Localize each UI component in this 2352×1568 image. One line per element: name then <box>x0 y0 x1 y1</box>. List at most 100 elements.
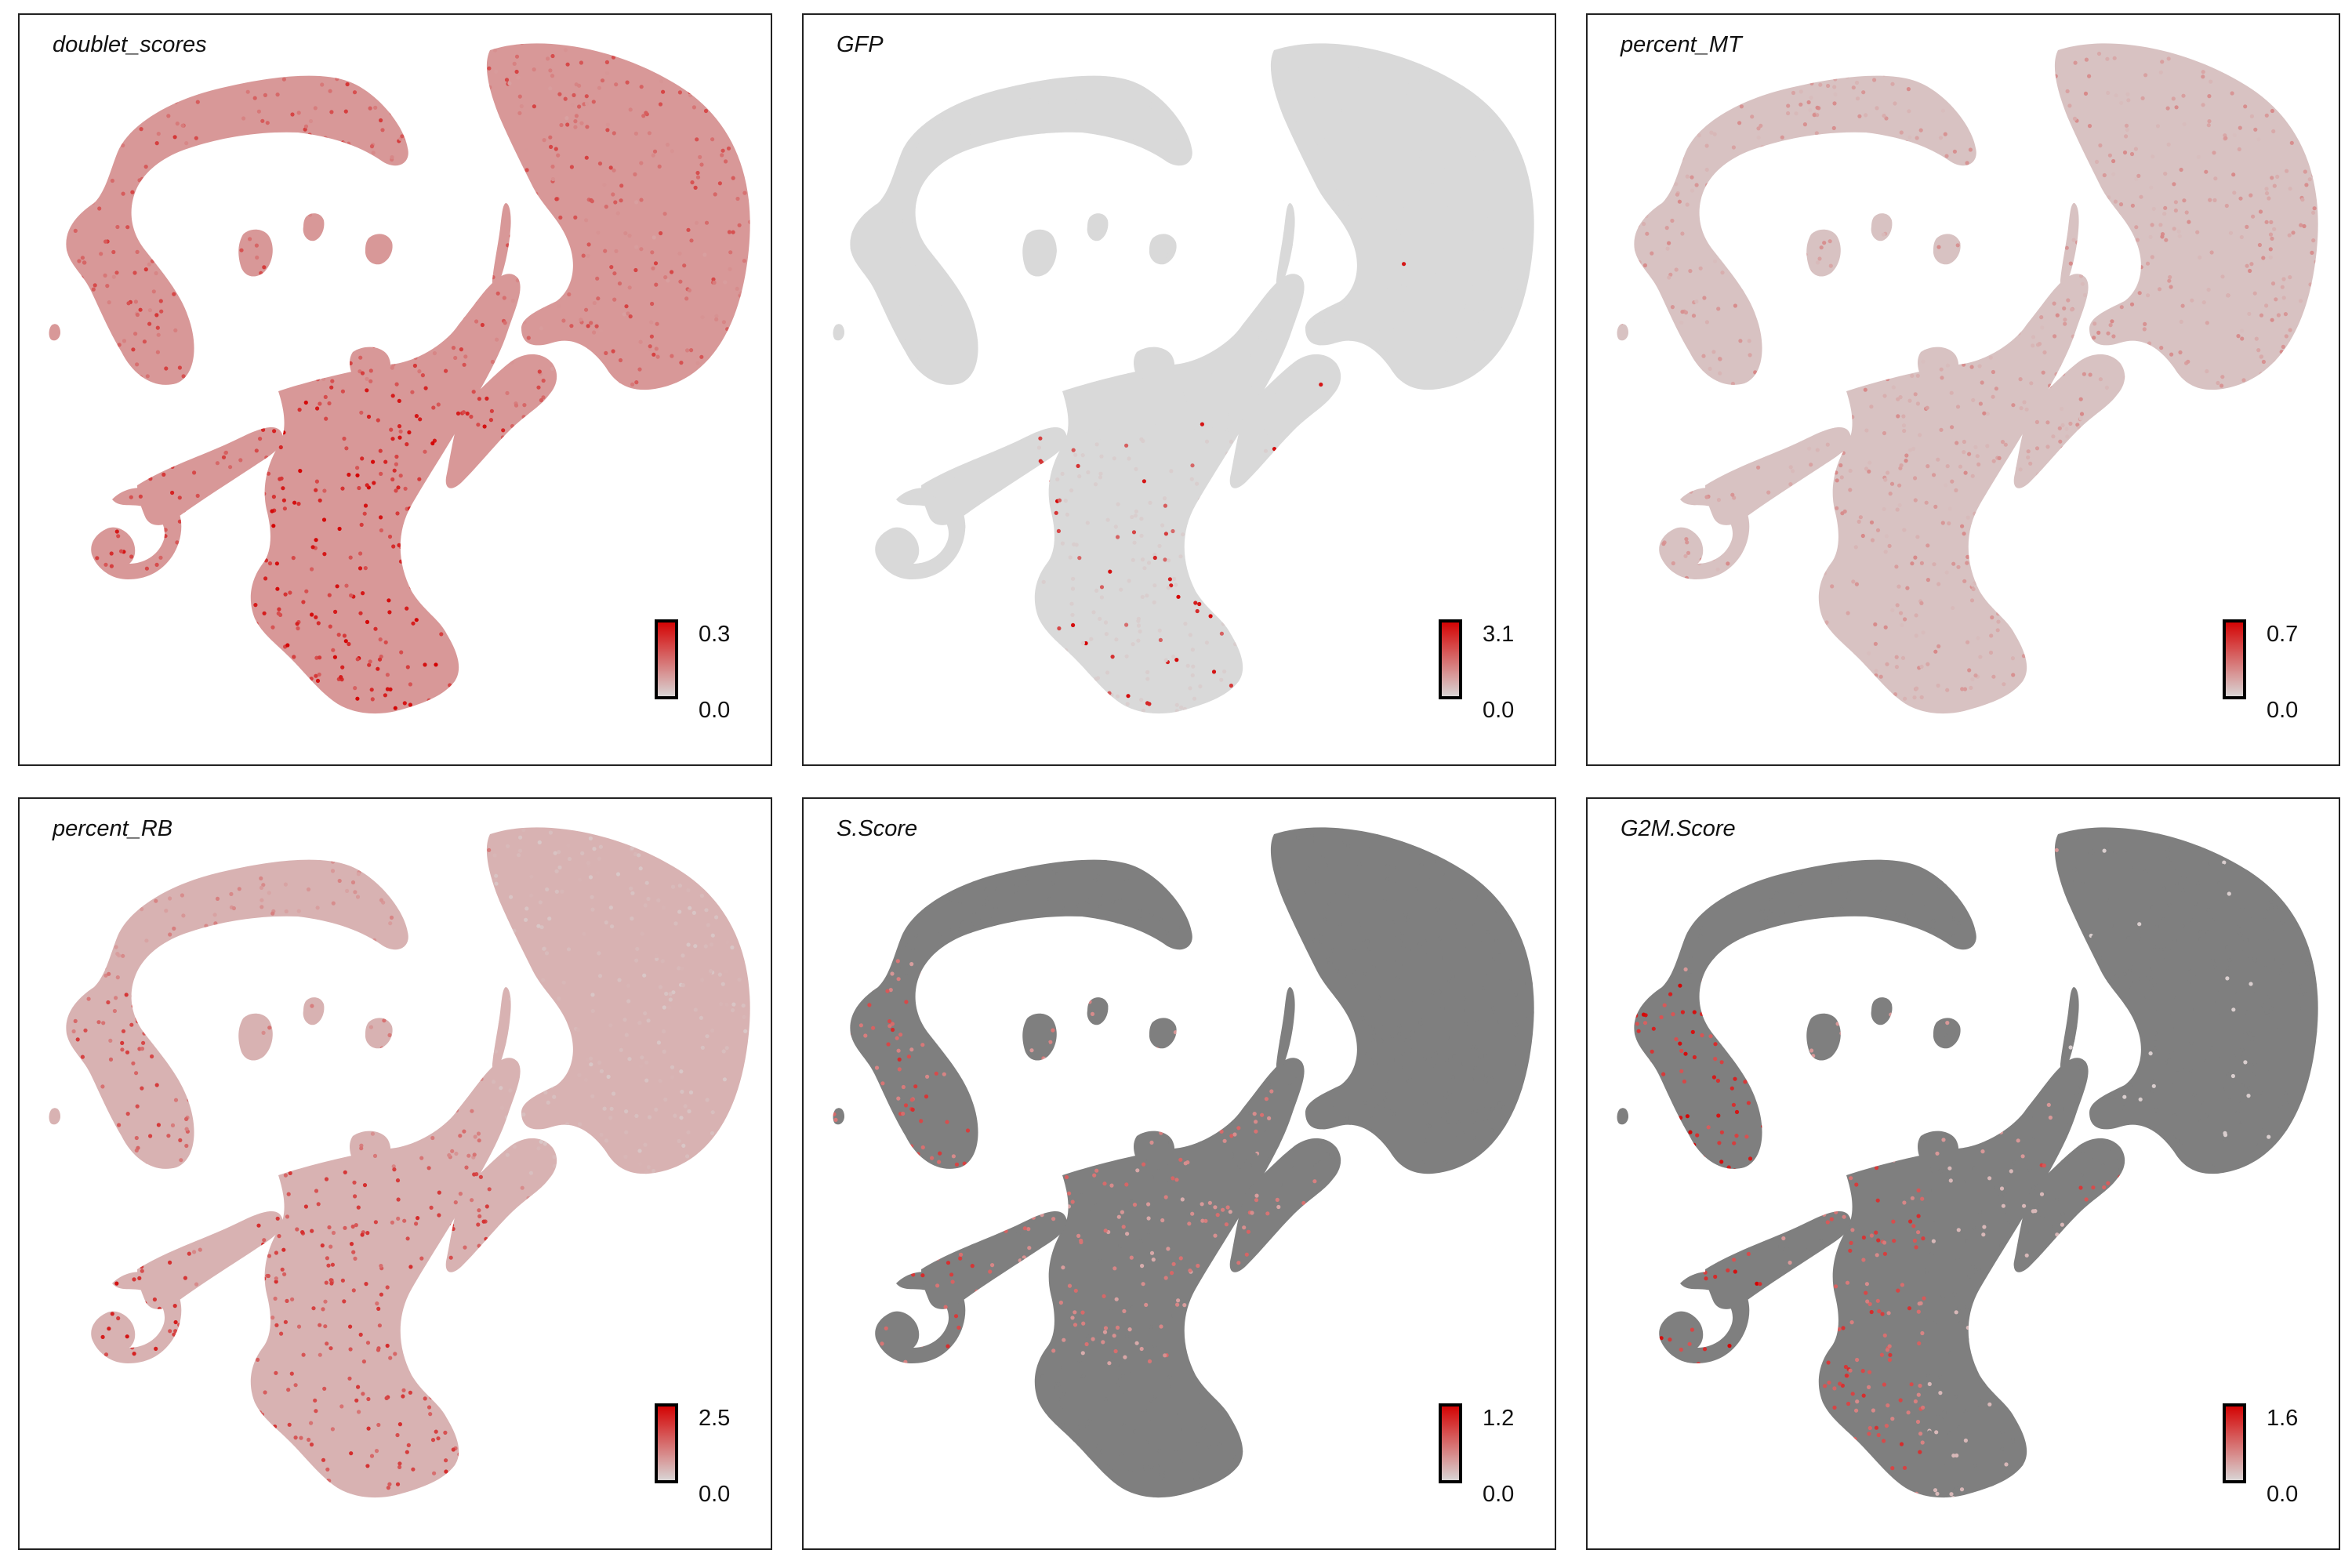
cell-point <box>1492 690 1497 695</box>
cell-point <box>2070 595 2074 600</box>
cell-point <box>1466 151 1471 155</box>
cell-point <box>1287 297 1291 303</box>
cell-point <box>834 377 839 383</box>
cell-point <box>1277 67 1282 72</box>
cell-point <box>1206 186 1210 191</box>
cell-point <box>63 318 67 324</box>
cell-point <box>1684 441 1689 445</box>
cell-point <box>953 652 958 656</box>
cell-point <box>1073 201 1078 206</box>
cell-point <box>2311 173 2316 178</box>
cell-point <box>44 375 48 379</box>
cell-point <box>1090 148 1094 153</box>
cell-point <box>1508 452 1513 456</box>
cell-point <box>333 609 338 615</box>
cell-point <box>481 692 485 697</box>
cell-point <box>1045 478 1051 483</box>
cell-point <box>1756 396 1761 401</box>
cell-point <box>1485 615 1490 619</box>
cell-point <box>2163 205 2168 210</box>
cell-point <box>1419 539 1424 544</box>
cell-point <box>2287 526 2292 531</box>
cell-point <box>86 201 91 206</box>
cell-point <box>2063 210 2067 215</box>
cell-point <box>2118 256 2122 260</box>
cell-point <box>2207 94 2212 99</box>
cell-point <box>851 189 855 194</box>
cell-point <box>1388 455 1393 459</box>
cell-point <box>470 125 475 129</box>
cell-point <box>1782 183 1787 187</box>
cell-point <box>904 526 909 531</box>
cell-point <box>2040 188 2045 193</box>
cell-point <box>1984 157 1989 162</box>
cell-point <box>2284 334 2288 339</box>
cell-point <box>2173 208 2178 213</box>
cell-point <box>200 242 205 247</box>
cell-point <box>529 560 535 564</box>
cell-point <box>1207 535 1211 539</box>
cell-point <box>1320 85 1325 90</box>
cell-point <box>590 503 595 507</box>
cell-point <box>2201 103 2205 107</box>
cell-point <box>357 485 361 491</box>
cell-point <box>704 457 710 462</box>
cell-point <box>921 67 926 71</box>
umap-cluster <box>238 229 273 277</box>
cell-point <box>1313 93 1318 98</box>
cell-point <box>371 459 376 464</box>
cell-point <box>488 85 492 89</box>
cell-point <box>1229 431 1233 436</box>
cell-point <box>639 247 644 252</box>
cell-point <box>677 90 683 95</box>
cell-point <box>964 229 969 234</box>
cell-point <box>984 444 989 449</box>
cell-point <box>1534 592 1538 596</box>
cell-point <box>229 376 234 380</box>
cell-point <box>146 215 151 220</box>
cell-point <box>2140 37 2143 41</box>
cell-point <box>1481 659 1486 664</box>
cell-point <box>2082 208 2087 212</box>
cell-point <box>845 193 850 198</box>
cell-point <box>327 216 332 221</box>
cell-point <box>2007 313 2012 318</box>
cell-point <box>1858 515 1863 520</box>
cell-point <box>1387 64 1392 68</box>
cell-point <box>1718 371 1722 376</box>
cell-point <box>1515 310 1519 314</box>
cell-point <box>1145 670 1150 675</box>
cell-point <box>714 317 719 321</box>
cell-point <box>147 225 153 230</box>
cell-point <box>1226 424 1231 429</box>
cell-point <box>539 326 544 331</box>
cell-point <box>712 280 717 285</box>
cell-point <box>1355 567 1359 572</box>
cell-point <box>1988 528 1993 532</box>
cell-point <box>1148 215 1152 220</box>
cell-point <box>72 681 77 685</box>
cell-point <box>596 296 601 301</box>
cell-point <box>695 170 700 176</box>
cell-point <box>554 147 558 151</box>
cell-point <box>140 176 144 181</box>
cell-point <box>591 100 596 104</box>
cell-point <box>1849 212 1854 217</box>
cell-point <box>1405 283 1410 288</box>
cell-point <box>245 89 250 94</box>
cell-point <box>842 638 847 643</box>
cell-point <box>605 688 611 693</box>
cell-point <box>1000 681 1004 685</box>
cell-point <box>187 200 192 205</box>
cell-point <box>2129 151 2135 157</box>
cell-point <box>735 196 740 201</box>
cell-point <box>42 447 46 451</box>
cell-point <box>1279 284 1283 289</box>
cell-point <box>1391 343 1396 347</box>
cell-point <box>1189 310 1193 314</box>
cell-point <box>287 268 292 273</box>
cell-point <box>1867 255 1872 260</box>
cell-point <box>1677 161 1682 165</box>
cell-point <box>2136 368 2140 373</box>
cell-point <box>2301 66 2306 71</box>
